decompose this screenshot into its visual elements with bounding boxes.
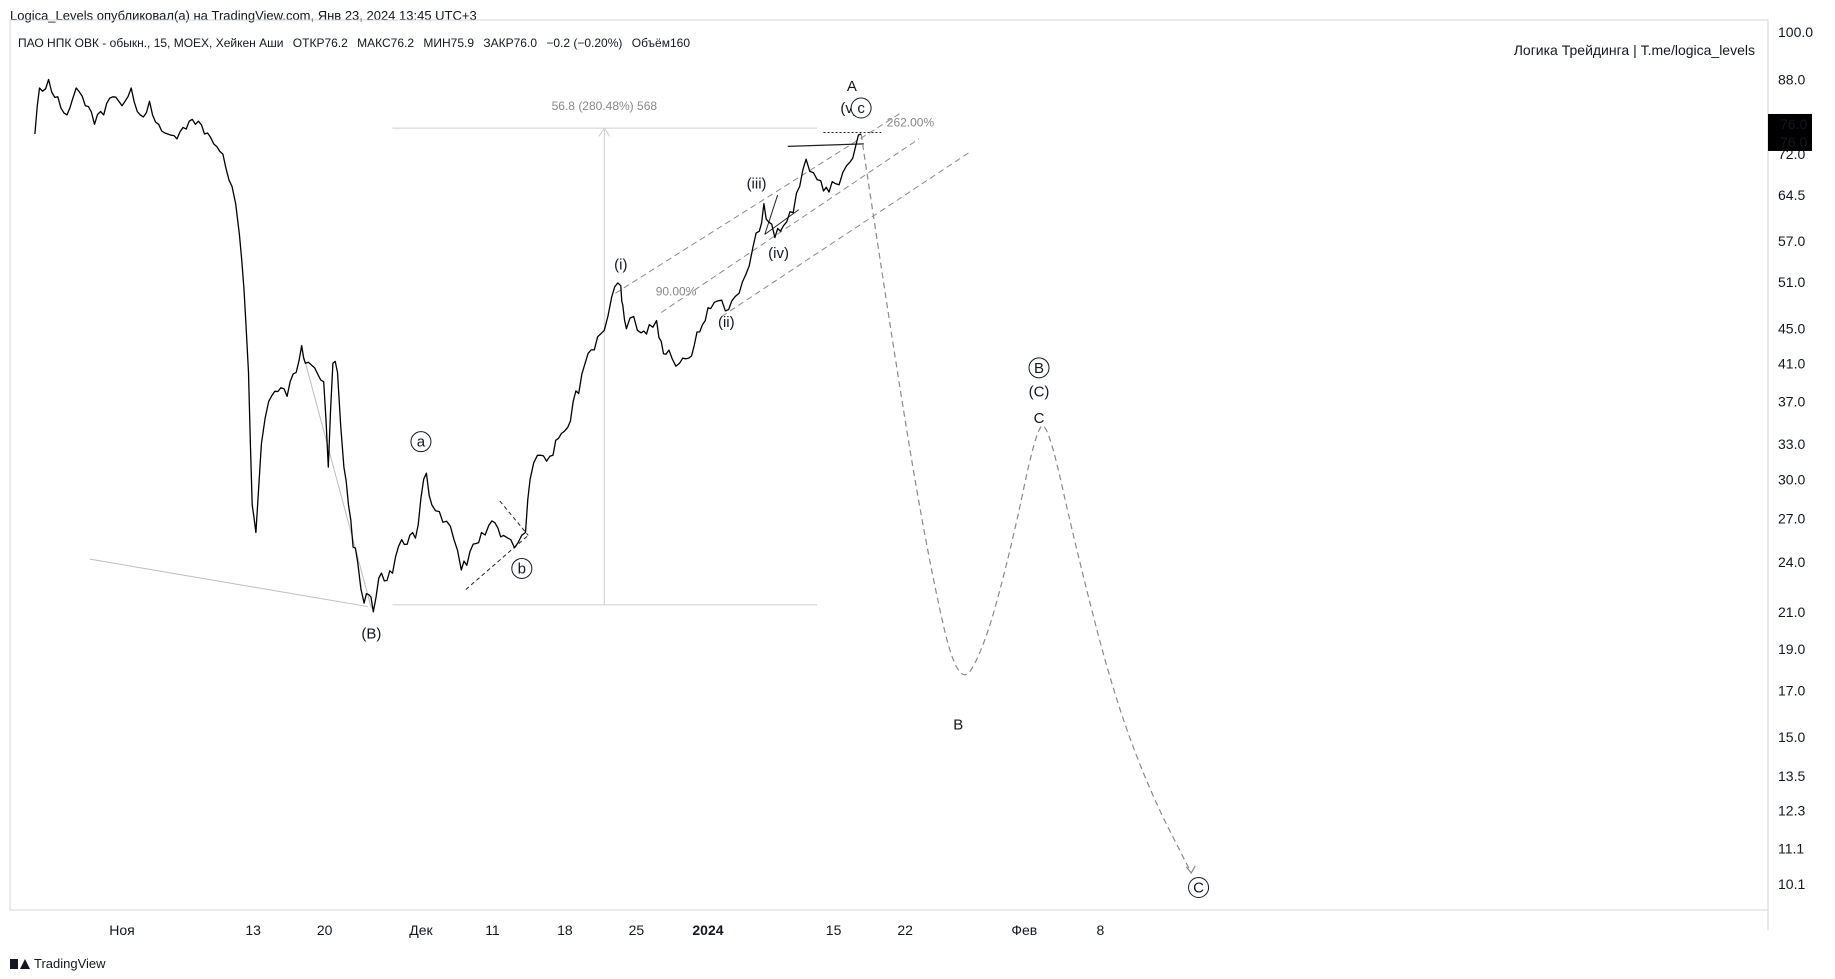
x-tick-label: Фев — [1011, 922, 1037, 938]
wave-label: c — [857, 100, 865, 117]
wave-label: C — [1193, 879, 1204, 896]
triangle-line — [499, 500, 529, 536]
price-line — [34, 78, 862, 613]
x-tick-label: 18 — [557, 922, 573, 938]
legend-low: МИН75.9 — [423, 36, 475, 50]
wave-label: (B) — [361, 626, 381, 643]
y-tick-label: 100.0 — [1778, 24, 1813, 40]
wave-label: (C) — [1029, 383, 1050, 400]
brand-label: TradingView — [34, 956, 106, 971]
x-tick-label: Ноя — [109, 922, 134, 938]
measure-line — [603, 127, 611, 137]
y-tick-label: 17.0 — [1778, 682, 1805, 698]
y-tick-label: 64.5 — [1778, 187, 1805, 203]
projected-arrowhead — [1185, 865, 1196, 874]
wave-label: C — [1034, 410, 1045, 427]
y-tick-label: 19.0 — [1778, 641, 1805, 657]
legend-open: ОТКР76.2 — [292, 36, 348, 50]
channel-line — [615, 112, 902, 294]
wedge-line — [764, 209, 800, 235]
x-tick-label: 13 — [245, 922, 261, 938]
wave-label: (i) — [614, 256, 627, 273]
y-tick-label: 51.0 — [1778, 274, 1805, 290]
y-tick-label: 13.5 — [1778, 768, 1805, 784]
tradingview-brand[interactable]: TradingView — [10, 956, 106, 971]
publish-header: Logica_Levels опубликовал(а) на TradingV… — [10, 8, 477, 23]
wave-label: b — [518, 560, 526, 577]
x-tick-label: 8 — [1097, 922, 1105, 938]
channel-line — [660, 138, 920, 313]
projected-path — [860, 133, 1192, 874]
y-tick-label: 15.0 — [1778, 729, 1805, 745]
x-tick-label: 22 — [897, 922, 913, 938]
y-tick-label: 24.0 — [1778, 554, 1805, 570]
symbol-legend: ПАО НПК ОВК - обыкн., 15, MOEX, Хейкен А… — [18, 36, 696, 50]
wave-label-circle — [1028, 357, 1050, 379]
wedge-line — [787, 143, 864, 147]
wedge-line — [764, 194, 779, 235]
price-tag-label: 76.0 — [1780, 134, 1807, 150]
author-watermark: Логика Трейдинга | T.me/logica_levels — [1513, 42, 1755, 58]
channel-text: 90.00% — [656, 285, 697, 299]
plot-frame — [9, 19, 1769, 911]
x-tick-label: Дек — [409, 922, 433, 938]
price-axis[interactable]: 100.088.072.064.557.051.045.041.037.033.… — [1778, 24, 1813, 892]
fib-text: 262.00% — [887, 115, 935, 129]
y-tick-label: 21.0 — [1778, 604, 1805, 620]
price-tag — [1768, 113, 1812, 133]
wave-label: A — [847, 78, 857, 95]
trendline — [89, 558, 368, 608]
price-tag-label: 76.0 — [1780, 116, 1807, 132]
price-tags: 76.0 76.0 — [1768, 113, 1812, 151]
price-series — [34, 78, 862, 613]
y-tick-label: 12.3 — [1778, 803, 1805, 819]
wave-label: B — [1034, 360, 1044, 377]
y-tick-label: 45.0 — [1778, 321, 1805, 337]
wave-label-circle — [1188, 876, 1210, 898]
y-tick-label: 10.1 — [1778, 876, 1805, 892]
symbol-name[interactable]: ПАО НПК ОВК - обыкн., 15, MOEX, Хейкен А… — [18, 36, 284, 50]
wave-label-circle — [511, 557, 533, 579]
x-tick-label: 11 — [485, 922, 500, 938]
x-tick-label: 25 — [629, 922, 645, 938]
x-tick-label: 2024 — [692, 922, 723, 938]
x-tick-label: 15 — [826, 922, 842, 938]
wave-label: a — [417, 434, 426, 451]
y-tick-label: 27.0 — [1778, 510, 1805, 526]
y-tick-label: 88.0 — [1778, 71, 1805, 87]
wave-label: (iv) — [768, 245, 789, 262]
legend-close: ЗАКР76.0 — [483, 36, 537, 50]
x-tick-label: 20 — [317, 922, 333, 938]
measure-line — [598, 127, 605, 137]
drawings-layer: 56.8 (280.48%) 568 262.00% 90.00% — [89, 99, 1196, 874]
legend-volume: Объём160 — [631, 36, 691, 50]
y-tick-label: 33.0 — [1778, 436, 1805, 452]
wave-label-circle — [410, 431, 432, 453]
y-tick-label: 57.0 — [1778, 233, 1805, 249]
y-tick-label: 37.0 — [1778, 393, 1805, 409]
y-tick-label: 41.0 — [1778, 355, 1805, 371]
tradingview-logo-icon — [10, 958, 30, 969]
y-tick-label: 30.0 — [1778, 471, 1805, 487]
wave-label: (ii) — [718, 314, 735, 331]
measure-text: 56.8 (280.48%) 568 — [552, 99, 658, 113]
time-axis[interactable]: Ноя 13 20 Дек 11 18 25 2024 15 22 Фев 8 — [109, 922, 1104, 938]
price-tag — [1768, 131, 1812, 151]
wave-label: (iii) — [747, 176, 767, 193]
trendline — [300, 345, 372, 609]
wave-label: B — [953, 717, 963, 734]
legend-change: −0.2 (−0.20%) — [546, 36, 623, 50]
y-tick-label: 11.1 — [1778, 841, 1804, 857]
wave-label-circle — [850, 97, 872, 119]
legend-high: МАКС76.2 — [357, 36, 415, 50]
